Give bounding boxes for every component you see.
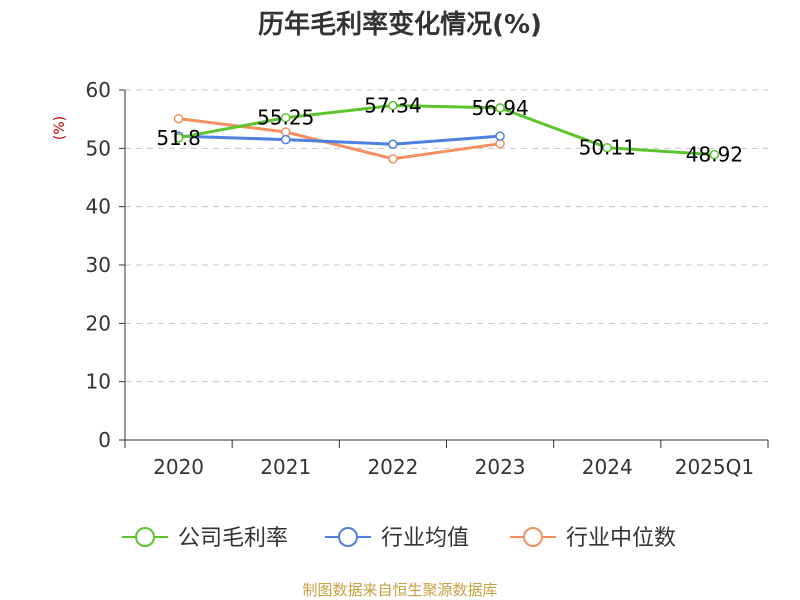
legend-label: 行业中位数 xyxy=(566,526,676,551)
x-tick-label: 2020 xyxy=(153,455,204,479)
data-point xyxy=(495,103,505,113)
data-point xyxy=(173,113,184,124)
x-tick-label: 2023 xyxy=(475,455,526,479)
legend-label: 公司毛利率 xyxy=(178,526,288,551)
y-tick-label: 0 xyxy=(98,428,111,452)
data-point xyxy=(495,131,505,141)
legend-marker-icon xyxy=(338,527,358,547)
data-point xyxy=(709,149,720,160)
data-point xyxy=(388,154,398,164)
data-point xyxy=(495,138,505,149)
data-label: 48.92 xyxy=(686,143,743,167)
source-note: 制图数据来自恒生聚源数据库 xyxy=(302,581,497,599)
legend-item-1[interactable]: 行业均值 xyxy=(325,526,469,551)
data-point xyxy=(388,139,398,149)
x-tick-label: 2025Q1 xyxy=(675,455,754,479)
data-label: 55.25 xyxy=(257,106,314,130)
x-tick-label: 2022 xyxy=(367,455,418,479)
legend-label: 行业均值 xyxy=(381,526,469,551)
y-tick-label: 20 xyxy=(86,311,111,335)
y-tick-label: 10 xyxy=(86,370,111,394)
series-line-0 xyxy=(178,104,715,157)
data-label: 57.34 xyxy=(364,94,421,118)
series-line-2 xyxy=(178,117,501,161)
data-point xyxy=(173,133,184,143)
data-labels: 51.8 55.25 57.34 56.94 50.11 48.92 xyxy=(156,94,743,167)
data-point xyxy=(388,100,398,111)
legend-item-2[interactable]: 行业中位数 xyxy=(510,526,676,551)
legend[interactable]: 公司毛利率 行业均值 行业中位数 xyxy=(122,526,676,551)
legend-item-0[interactable]: 公司毛利率 xyxy=(122,526,288,551)
gridlines xyxy=(125,89,768,383)
axes: 0 10 20 30 40 50 60 2020 2021 2022 2023 2024 2025Q1 xyxy=(86,78,769,479)
x-tick-label: 2021 xyxy=(260,455,311,479)
series-line-1 xyxy=(178,134,501,146)
legend-marker-icon xyxy=(135,527,155,547)
legend-marker-icon xyxy=(523,527,543,547)
y-tick-label: 30 xyxy=(86,253,111,277)
data-point xyxy=(281,112,291,123)
data-point xyxy=(281,134,291,145)
chart-title: 历年毛利率变化情况(%) xyxy=(258,9,542,40)
data-label: 56.94 xyxy=(471,96,528,120)
series-layer xyxy=(173,100,720,164)
x-tick-label: 2024 xyxy=(582,455,633,479)
data-label: 51.8 xyxy=(156,126,201,150)
data-point xyxy=(602,142,612,153)
y-tick-label: 50 xyxy=(86,136,111,160)
y-tick-label: 60 xyxy=(86,78,111,102)
data-label: 50.11 xyxy=(579,136,636,160)
y-axis-label: (%) xyxy=(52,116,68,140)
y-tick-label: 40 xyxy=(86,195,111,219)
